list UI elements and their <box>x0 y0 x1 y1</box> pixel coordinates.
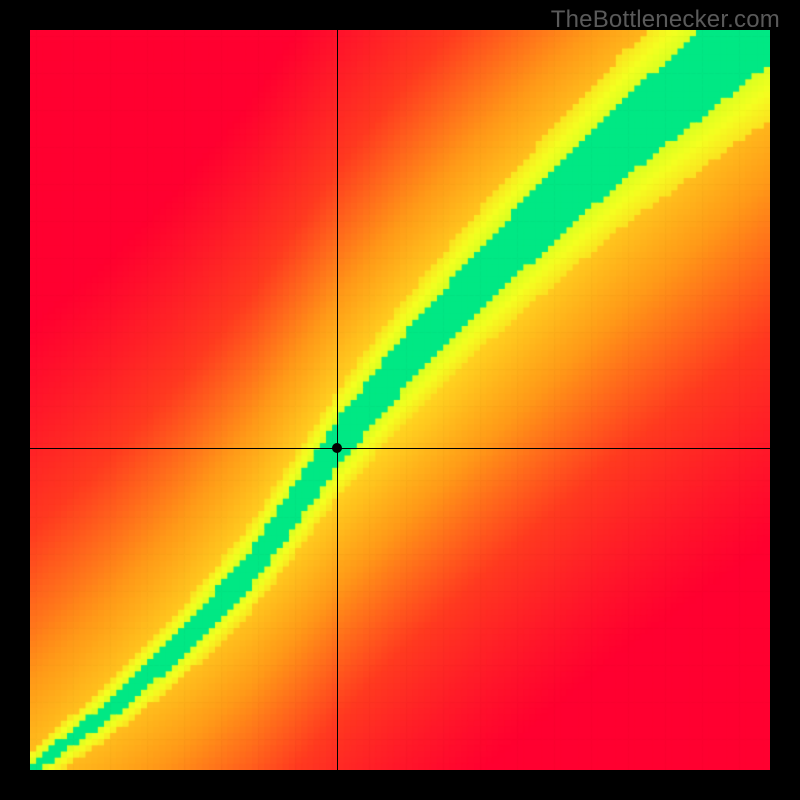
watermark-text: TheBottlenecker.com <box>551 6 780 34</box>
crosshair-vertical <box>337 30 338 770</box>
heatmap-canvas <box>30 30 770 770</box>
selection-marker <box>332 443 342 453</box>
crosshair-horizontal <box>30 448 770 449</box>
bottleneck-heatmap <box>30 30 770 770</box>
